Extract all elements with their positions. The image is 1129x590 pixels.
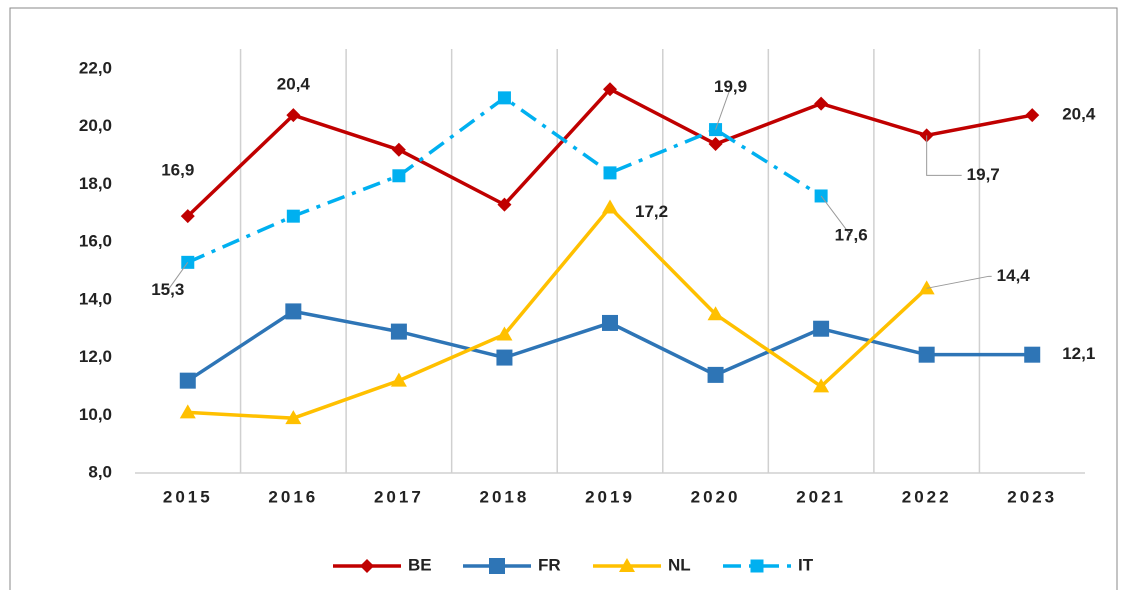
data-label: 20,4 — [277, 75, 311, 94]
marker — [360, 559, 374, 573]
marker — [179, 404, 196, 419]
marker — [619, 558, 635, 572]
marker — [181, 255, 195, 269]
marker — [602, 199, 618, 214]
data-label: 20,4 — [1062, 105, 1096, 124]
marker — [750, 559, 764, 573]
data-label: 15,3 — [151, 280, 184, 299]
data-label: 12,1 — [1062, 344, 1095, 363]
marker — [392, 169, 406, 183]
marker — [285, 303, 302, 320]
marker — [497, 197, 512, 212]
legend-label: FR — [538, 555, 561, 574]
x-tick-label: 2015 — [163, 487, 213, 506]
y-tick-label: 8,0 — [88, 462, 112, 481]
marker — [708, 137, 723, 152]
marker — [180, 209, 195, 224]
x-tick-label: 2016 — [268, 487, 318, 506]
legend: BE FR NL IT — [333, 555, 814, 574]
y-tick-label: 10,0 — [79, 405, 112, 424]
x-tick-label: 2018 — [480, 487, 530, 506]
marker — [390, 372, 407, 387]
marker — [285, 410, 302, 425]
x-tick-label: 2021 — [796, 487, 846, 506]
y-tick-label: 20,0 — [79, 116, 112, 135]
marker — [391, 142, 406, 157]
marker — [814, 96, 829, 111]
leader-line — [926, 275, 992, 289]
x-tick-label: 2022 — [902, 487, 952, 506]
marker — [496, 349, 513, 366]
marker — [1024, 346, 1041, 363]
marker — [286, 209, 300, 223]
marker — [489, 558, 505, 574]
data-label: 14,4 — [997, 266, 1031, 285]
data-label: 17,2 — [635, 202, 668, 221]
leader-line — [167, 262, 189, 291]
marker — [1025, 108, 1040, 123]
marker — [603, 166, 617, 180]
x-tick-label: 2019 — [585, 487, 635, 506]
marker — [918, 280, 935, 295]
marker — [707, 366, 724, 383]
leader-line — [820, 195, 852, 237]
y-tick-label: 12,0 — [79, 347, 112, 366]
data-label: 19,9 — [714, 77, 747, 96]
marker — [497, 91, 511, 105]
x-tick-label: 2023 — [1007, 487, 1057, 506]
x-tick-label: 2020 — [691, 487, 741, 506]
y-tick-label: 18,0 — [79, 174, 112, 193]
legend-label: NL — [668, 555, 691, 574]
data-label: 17,6 — [835, 225, 868, 244]
data-label: 19,7 — [967, 165, 1000, 184]
leader-line — [926, 135, 962, 176]
legend-label: BE — [408, 555, 432, 574]
x-tick-label: 2017 — [374, 487, 424, 506]
marker — [813, 378, 830, 393]
marker — [390, 323, 407, 340]
leader-line — [715, 87, 732, 130]
y-tick-label: 16,0 — [79, 232, 112, 251]
marker — [603, 82, 617, 97]
marker — [707, 306, 724, 321]
series-line — [187, 204, 928, 420]
y-tick-label: 22,0 — [79, 58, 112, 77]
marker — [918, 346, 935, 363]
marker — [602, 314, 618, 331]
data-label: 16,9 — [161, 161, 194, 180]
y-tick-label: 14,0 — [79, 289, 112, 308]
marker — [179, 372, 196, 389]
chart-frame — [9, 7, 1118, 590]
legend-label: IT — [798, 555, 814, 574]
marker — [813, 320, 830, 337]
marker — [496, 326, 513, 341]
marker — [286, 108, 301, 123]
